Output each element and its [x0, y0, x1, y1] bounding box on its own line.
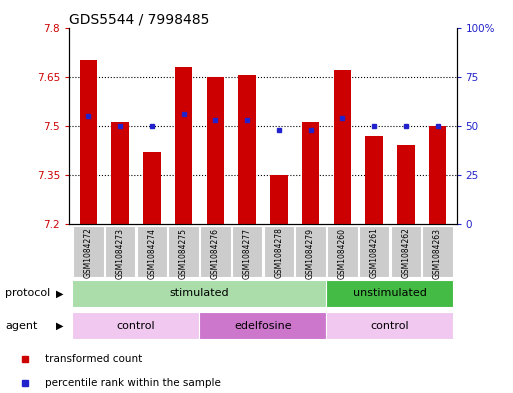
Text: percentile rank within the sample: percentile rank within the sample: [45, 378, 221, 387]
Text: transformed count: transformed count: [45, 354, 142, 364]
Text: control: control: [370, 321, 409, 331]
Text: GSM1084262: GSM1084262: [401, 228, 410, 278]
Bar: [72, 280, 326, 307]
Bar: [136, 226, 167, 277]
Bar: [72, 312, 200, 339]
Bar: [200, 312, 326, 339]
Bar: [232, 226, 262, 277]
Bar: [270, 175, 287, 224]
Text: ▶: ▶: [56, 288, 64, 298]
Bar: [295, 226, 326, 277]
Bar: [168, 226, 199, 277]
Text: GSM1084276: GSM1084276: [211, 228, 220, 279]
Text: protocol: protocol: [5, 288, 50, 298]
Bar: [73, 226, 104, 277]
Text: GDS5544 / 7998485: GDS5544 / 7998485: [69, 12, 210, 26]
Text: stimulated: stimulated: [170, 288, 229, 298]
Bar: [326, 312, 453, 339]
Text: GSM1084273: GSM1084273: [115, 228, 125, 279]
Bar: [429, 126, 446, 224]
Bar: [175, 67, 192, 224]
Text: GSM1084274: GSM1084274: [147, 228, 156, 279]
Bar: [326, 280, 453, 307]
Bar: [239, 75, 256, 224]
Text: GSM1084272: GSM1084272: [84, 228, 93, 278]
Text: GSM1084263: GSM1084263: [433, 228, 442, 279]
Bar: [397, 145, 415, 224]
Text: GSM1084277: GSM1084277: [243, 228, 251, 279]
Bar: [264, 226, 294, 277]
Bar: [302, 123, 319, 224]
Bar: [365, 136, 383, 224]
Text: unstimulated: unstimulated: [353, 288, 427, 298]
Bar: [422, 226, 453, 277]
Bar: [200, 226, 230, 277]
Text: edelfosine: edelfosine: [234, 321, 292, 331]
Bar: [333, 70, 351, 224]
Bar: [390, 226, 421, 277]
Bar: [80, 60, 97, 224]
Bar: [111, 123, 129, 224]
Text: control: control: [116, 321, 155, 331]
Text: GSM1084278: GSM1084278: [274, 228, 283, 278]
Bar: [359, 226, 389, 277]
Bar: [207, 77, 224, 224]
Bar: [327, 226, 358, 277]
Text: ▶: ▶: [56, 321, 64, 331]
Text: GSM1084275: GSM1084275: [179, 228, 188, 279]
Text: agent: agent: [5, 321, 37, 331]
Text: GSM1084279: GSM1084279: [306, 228, 315, 279]
Bar: [143, 152, 161, 224]
Text: GSM1084260: GSM1084260: [338, 228, 347, 279]
Text: GSM1084261: GSM1084261: [369, 228, 379, 278]
Bar: [105, 226, 135, 277]
